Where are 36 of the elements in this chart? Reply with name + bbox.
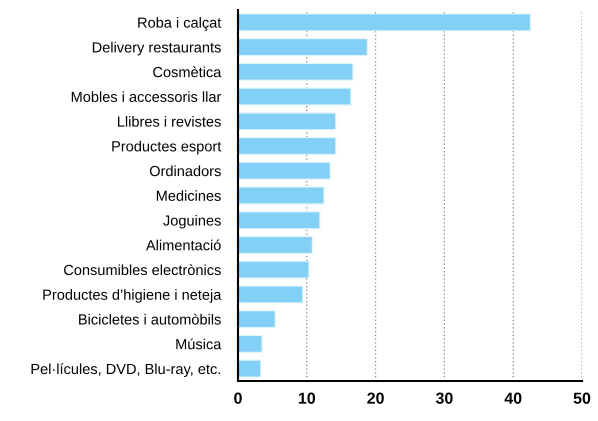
- bar: [238, 162, 331, 180]
- y-tick-label: Alimentació: [146, 240, 221, 250]
- bar: [238, 310, 276, 328]
- x-tick-label: 10: [298, 392, 316, 404]
- bar: [238, 211, 320, 230]
- y-tick-label: Ordinadors: [150, 165, 221, 176]
- bar: [238, 112, 336, 130]
- y-tick-label: Pel·lícules, DVD, Blu-ray, etc.: [32, 363, 220, 378]
- bar: [238, 285, 304, 304]
- y-tick-label: Llibres i revistes: [118, 116, 221, 127]
- y-tick-label: Delivery restaurants: [92, 42, 221, 56]
- y-tick-label: Cosmètica: [153, 66, 222, 78]
- bar: [238, 13, 531, 32]
- y-tick-label: Joguines: [163, 214, 221, 229]
- y-tick-label: Bicicletes i automòbils: [79, 314, 221, 325]
- x-tick-label: 30: [436, 392, 453, 404]
- y-tick-label: Roba i calçat: [138, 17, 222, 31]
- x-tick-label: 20: [367, 392, 384, 404]
- bar: [238, 186, 325, 204]
- y-tick-label: Consumibles electrònics: [64, 264, 221, 276]
- y-tick-label: Productes d’higiene i neteja: [43, 289, 222, 303]
- x-tick-label: 0: [234, 392, 242, 404]
- x-tick-label: 40: [504, 392, 522, 404]
- bar: [238, 334, 263, 353]
- y-tick-label: Productes esport: [112, 140, 222, 154]
- bar: [238, 62, 354, 81]
- bar: [238, 260, 310, 279]
- x-tick-label: 50: [574, 392, 590, 404]
- bar: [238, 88, 352, 106]
- bar: [238, 137, 336, 155]
- bar: [238, 360, 262, 378]
- bar: [238, 236, 313, 254]
- bar: [238, 38, 368, 56]
- y-tick-label: Mobles i accessoris llar: [72, 91, 222, 102]
- y-tick-label: Medicines: [156, 190, 221, 201]
- y-tick-label: Música: [176, 338, 222, 350]
